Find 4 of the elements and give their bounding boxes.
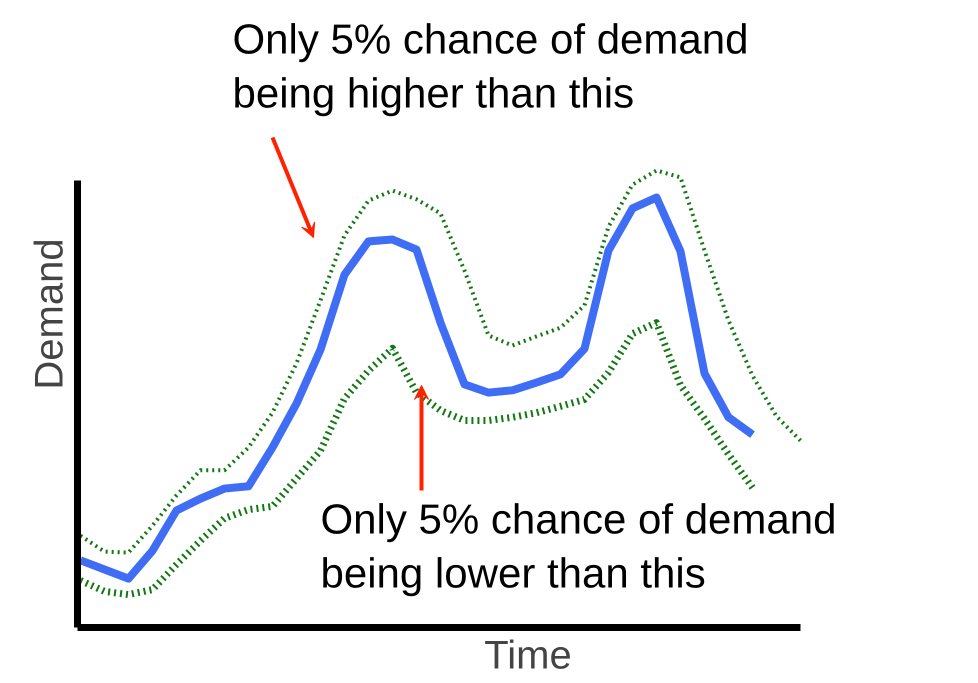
- text: Only 5% chance of demand being higher than this: [232, 16, 748, 117]
- y-axis-title: Demand: [28, 238, 72, 390]
- x-axis-title: Time: [484, 634, 572, 678]
- annotation: Only 5% chance of demand being lower than this: [320, 496, 836, 597]
